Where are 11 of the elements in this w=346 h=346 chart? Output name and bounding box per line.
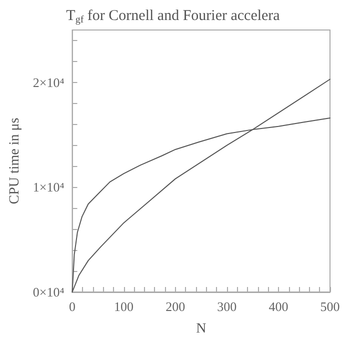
y-tick-label: 0×10⁴ [32,284,65,300]
x-tick-label: 0 [69,299,76,314]
y-tick-label: 2×10⁴ [32,74,65,90]
y-tick-label: 1×10⁴ [32,180,65,195]
x-tick-label: 500 [320,299,340,314]
x-tick-label: 400 [268,299,288,314]
x-tick-label: 300 [217,299,237,314]
x-axis-title: N [196,322,206,336]
x-tick-label: 200 [166,299,186,314]
x-tick-label: 100 [114,299,134,314]
y-axis-title: CPU time in μs [8,118,22,204]
